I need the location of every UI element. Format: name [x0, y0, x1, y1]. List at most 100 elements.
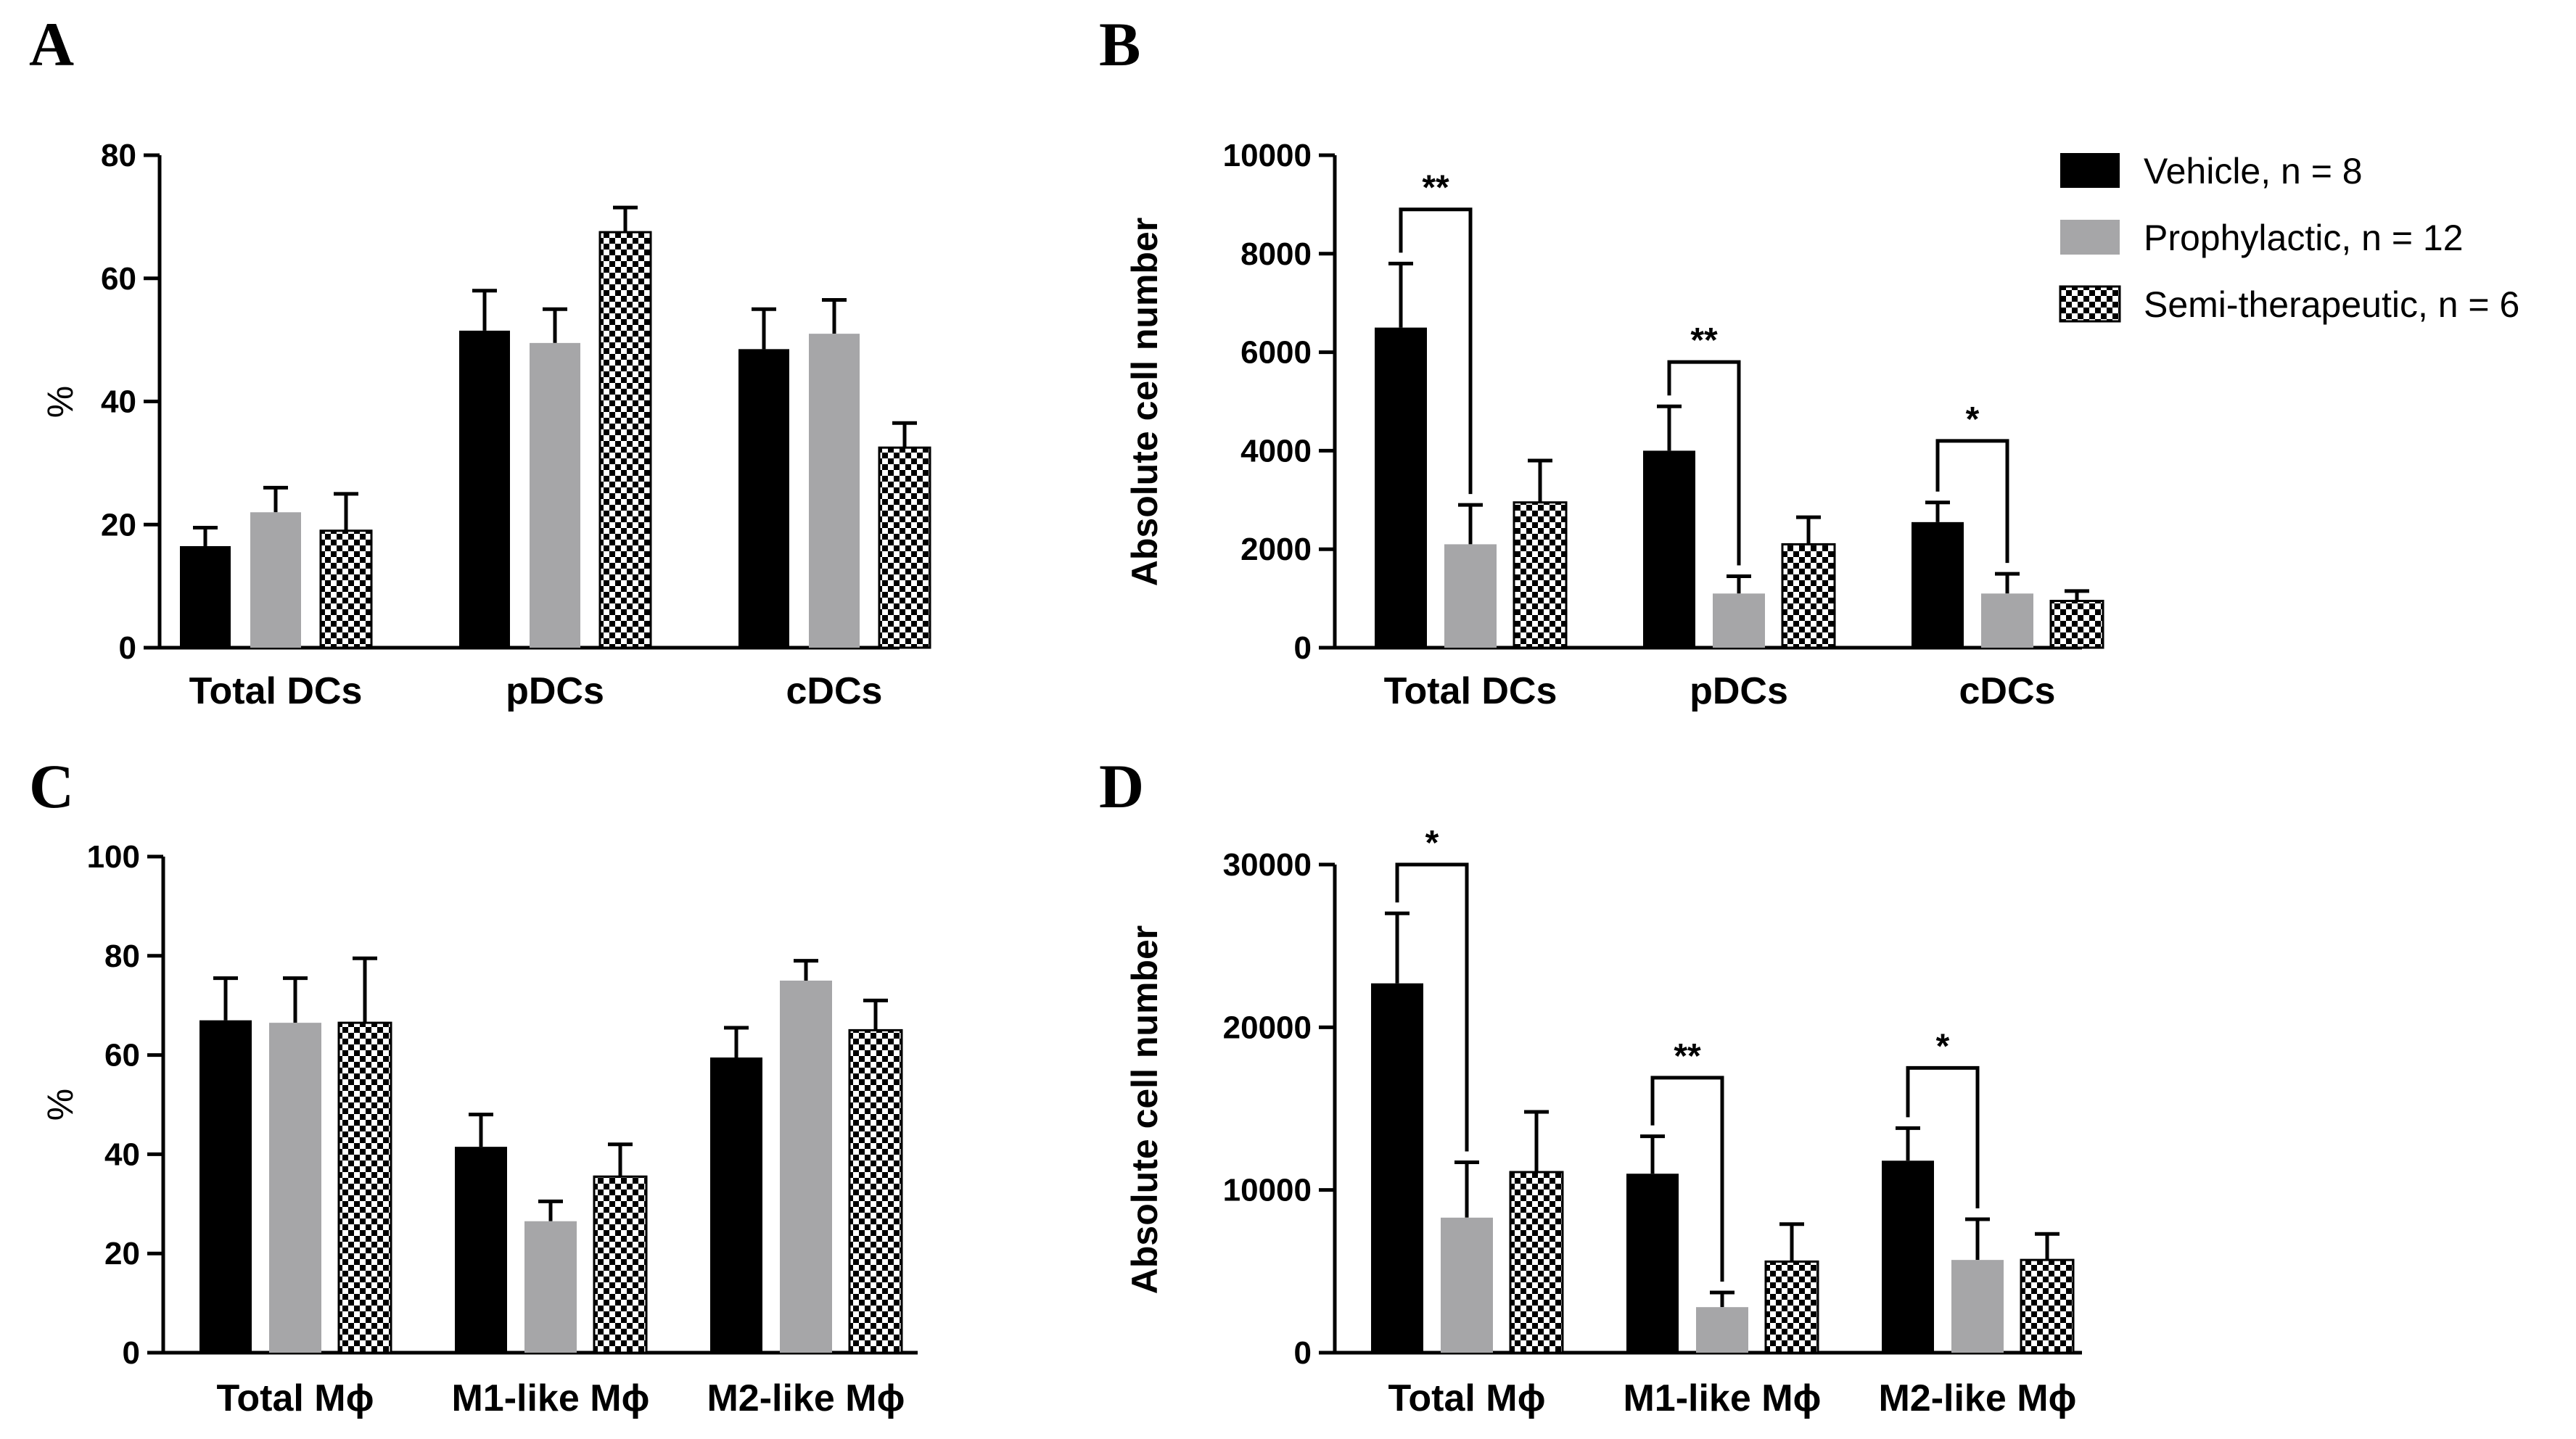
bar: [1371, 983, 1423, 1353]
y-tick-label: 0: [1294, 630, 1312, 666]
significance-label: *: [1966, 400, 1980, 439]
category-label: M1-like Mϕ: [451, 1377, 649, 1419]
bar: [2020, 1258, 2075, 1354]
bar: [459, 330, 510, 648]
bar: [848, 1028, 903, 1354]
bar: [738, 349, 789, 648]
bar: [1981, 593, 2033, 648]
bar: [809, 334, 860, 648]
category-label: Total Mϕ: [1388, 1377, 1545, 1419]
category-label: Total DCs: [189, 670, 363, 712]
y-tick-label: 10000: [1223, 138, 1312, 173]
significance-bracket: [1667, 360, 1741, 566]
panel-b: B Absolute cell number 0 2000 4000 6000 8000 10…: [1099, 9, 2104, 712]
bar: [1764, 1260, 1819, 1354]
y-tick-label: 60: [104, 1038, 140, 1073]
bar: [1882, 1160, 1934, 1353]
bar: [337, 1021, 392, 1354]
bar: [1912, 521, 1964, 648]
y-tick-label: 0: [1294, 1335, 1312, 1371]
y-axis-title: %: [40, 1089, 81, 1121]
y-axis-title: %: [40, 386, 81, 418]
y-tick-label: 20000: [1223, 1010, 1312, 1045]
bar: [1626, 1174, 1679, 1353]
bar: [524, 1221, 577, 1353]
y-tick-label: 0: [119, 630, 136, 666]
legend-swatch: [2059, 285, 2121, 323]
y-axis-title: Absolute cell number: [1124, 925, 1165, 1294]
bar: [710, 1057, 762, 1353]
category-label: Total DCs: [1384, 670, 1557, 712]
bar: [2049, 599, 2104, 649]
bar: [319, 529, 373, 649]
bar: [1643, 450, 1695, 648]
significance-bracket: [1906, 1065, 1980, 1209]
legend-swatch: [2060, 153, 2120, 188]
bar: [1375, 327, 1427, 648]
bar: [1781, 543, 1836, 649]
y-tick-label: 20: [101, 507, 136, 543]
bar: [1513, 501, 1568, 649]
significance-bracket: [1650, 1076, 1724, 1282]
category-label: cDCs: [786, 670, 883, 712]
legend: Vehicle, n = 8 Prophylactic, n = 12 Semi-t…: [2059, 151, 2519, 325]
bar: [1696, 1307, 1748, 1353]
legend-label: Vehicle, n = 8: [2144, 151, 2363, 191]
y-tick-label: 8000: [1240, 236, 1312, 272]
category-label: cDCs: [1959, 670, 2056, 712]
panel-letter: D: [1099, 751, 1144, 821]
bar: [1951, 1260, 2004, 1353]
significance-label: **: [1422, 169, 1449, 207]
bar: [1509, 1171, 1564, 1354]
y-tick-label: 80: [101, 138, 136, 173]
significance-label: *: [1936, 1027, 1950, 1065]
panel-letter: A: [29, 9, 74, 79]
y-tick-label: 10000: [1223, 1173, 1312, 1208]
y-tick-label: 60: [101, 261, 136, 297]
legend-label: Semi-therapeutic, n = 6: [2144, 284, 2519, 325]
y-tick-label: 20: [104, 1236, 140, 1271]
bar: [780, 981, 832, 1353]
y-tick-label: 40: [101, 384, 136, 420]
bar: [530, 342, 580, 648]
bar: [1713, 593, 1765, 648]
legend-label: Prophylactic, n = 12: [2144, 218, 2464, 258]
significance-label: **: [1690, 321, 1718, 360]
significance-bracket: [1395, 862, 1469, 1152]
y-tick-label: 4000: [1240, 433, 1312, 469]
bar: [598, 231, 652, 649]
y-axis-title: Absolute cell number: [1124, 218, 1165, 586]
significance-bracket: [1935, 439, 2009, 564]
y-tick-label: 6000: [1240, 335, 1312, 371]
significance-bracket: [1399, 207, 1473, 495]
category-label: pDCs: [506, 670, 604, 712]
bar: [1444, 544, 1497, 648]
y-tick-label: 40: [104, 1137, 140, 1172]
bar: [878, 446, 931, 649]
category-label: M1-like Mϕ: [1623, 1377, 1821, 1419]
y-tick-label: 100: [87, 839, 140, 875]
bar: [199, 1020, 252, 1353]
category-label: Total Mϕ: [216, 1377, 374, 1419]
panel-letter: B: [1099, 9, 1140, 79]
bar: [1441, 1217, 1493, 1353]
bar: [455, 1147, 507, 1353]
significance-label: *: [1425, 824, 1439, 862]
bar: [250, 512, 301, 648]
category-label: M2-like Mϕ: [1878, 1377, 2076, 1419]
category-label: M2-like Mϕ: [707, 1377, 905, 1419]
panel-c: C% 0 20 40 60 80 100 Total Mϕ M1-like Mϕ M2-like …: [29, 751, 918, 1419]
y-tick-label: 80: [104, 939, 140, 974]
category-label: pDCs: [1690, 670, 1788, 712]
significance-label: **: [1674, 1037, 1701, 1076]
bar: [593, 1175, 648, 1354]
panel-d: D Absolute cell number 0 10000 20000 30000 Tot…: [1099, 751, 2082, 1419]
bar: [180, 545, 231, 648]
y-tick-label: 2000: [1240, 532, 1312, 567]
y-tick-label: 0: [123, 1335, 140, 1371]
panel-a: A% 0 20 40 60 80 Total DCs pDCs cDCs: [29, 9, 931, 712]
y-tick-label: 30000: [1223, 847, 1312, 883]
panel-letter: C: [29, 751, 74, 821]
legend-swatch: [2060, 220, 2120, 255]
